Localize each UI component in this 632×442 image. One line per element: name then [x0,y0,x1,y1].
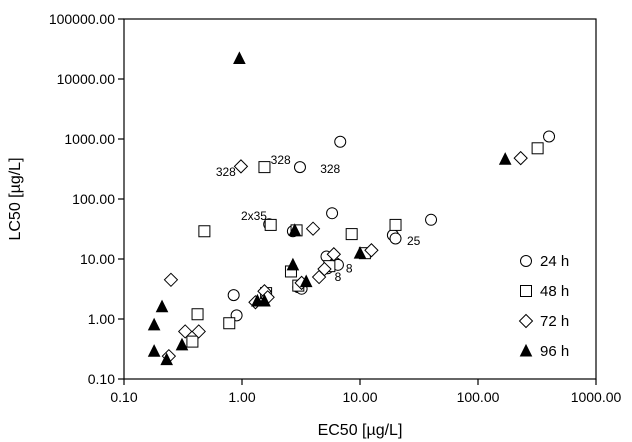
legend-marker-triangle [519,343,533,357]
data-point-square [389,218,402,231]
data-point-triangle [147,317,161,331]
y-tick-label: 100.00 [72,191,115,207]
data-point-triangle [233,51,246,64]
data-points [147,51,556,366]
x-tick-label: 1.00 [228,389,255,405]
x-tick-label: 100.00 [457,389,500,405]
data-point-diamond [513,150,528,166]
legend-label: 72 h [540,313,569,330]
legend: 24 h 48 h 72 h 96 h [518,253,569,360]
data-point-triangle [251,293,264,307]
data-point-square [198,225,211,238]
y-tick-label: 10.00 [80,251,115,267]
x-tick-label: 10.00 [342,389,377,405]
data-point-triangle [286,257,300,271]
data-point-diamond [233,159,249,174]
data-point-triangle [288,223,302,236]
data-point-square [531,142,544,155]
data-point-circle [293,161,306,174]
x-axis-title: EC50 [µg/L] [318,422,403,439]
data-point-circle [227,289,240,302]
x-axis: 0.10 1.00 10.00 100.00 1000.00 [110,379,622,405]
legend-label: 96 h [540,343,569,360]
data-point-triangle [498,152,512,165]
data-point-triangle [155,299,169,313]
data-point-diamond [177,324,193,339]
point-annotation: 328 [320,162,340,176]
point-annotation: 328 [271,153,291,167]
data-point-triangle [160,352,173,366]
y-tick-label: 0.10 [88,371,115,387]
y-tick-label: 10000.00 [57,71,116,87]
legend-label: 48 h [540,283,569,300]
data-point-square [258,161,271,174]
data-point-circle [334,135,347,148]
data-point-triangle [147,344,161,357]
y-axis: 0.10 1.00 10.00 100.00 1000.00 10000.00 100000… [49,11,124,387]
data-point-square [345,228,358,241]
legend-label: 24 h [540,253,569,270]
data-point-diamond [191,324,206,339]
data-point-circle [389,232,402,245]
data-point-triangle [353,246,367,259]
data-point-diamond [326,247,342,262]
point-annotation: 2x35 [241,209,267,223]
legend-marker-square [520,285,532,297]
point-annotations: 328 328 328 2x35 25 88 [216,153,421,284]
y-tick-label: 1.00 [88,311,115,327]
point-annotation: 328 [216,165,236,179]
data-point-diamond [317,261,332,277]
data-point-circle [543,130,556,143]
data-point-square [191,308,204,321]
data-point-circle [425,213,438,226]
x-tick-label: 1000.00 [571,389,622,405]
legend-marker-diamond [518,313,534,329]
data-point-circle [326,207,339,220]
point-annotation: 25 [407,234,421,248]
point-annotation: 8 [346,261,353,275]
data-point-triangle [299,274,313,288]
data-point-diamond [305,221,321,236]
y-tick-label: 1000.00 [64,131,115,147]
point-annotation: 8 [335,270,342,284]
y-tick-label: 100000.00 [49,11,115,27]
data-point-square [264,218,277,231]
data-point-diamond [364,243,379,258]
y-axis-title: LC50 [µg/L] [7,157,24,240]
data-point-diamond [163,272,179,288]
data-point-square [223,317,236,330]
data-point-triangle [175,337,189,351]
legend-marker-circle [520,255,532,267]
data-point-square [186,335,199,348]
x-tick-label: 0.10 [110,389,137,405]
